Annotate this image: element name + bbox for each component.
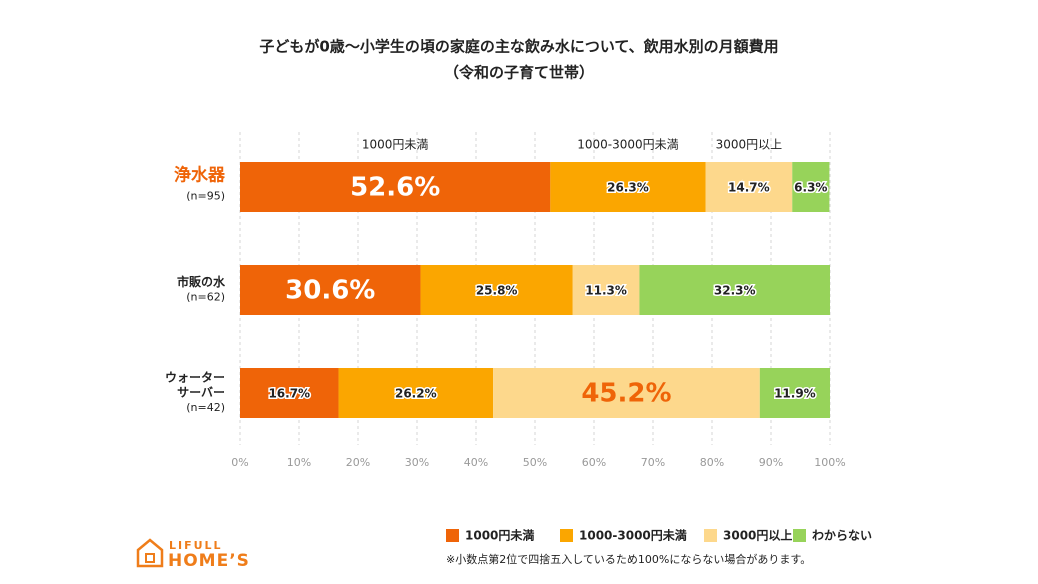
x-tick-label: 0%	[231, 456, 248, 469]
logo-text: LIFULL	[169, 539, 223, 552]
bar-segment	[493, 368, 760, 418]
x-tick-label: 60%	[582, 456, 606, 469]
bar-segment	[240, 265, 421, 315]
bar-segment	[240, 368, 339, 418]
value-label: 45.2%	[581, 379, 671, 409]
bar-segment	[759, 368, 830, 418]
category-label: 浄水器	[174, 165, 226, 186]
bar-segment	[420, 265, 573, 315]
value-label: 25.8%	[476, 284, 518, 298]
logo-icon	[145, 553, 155, 563]
category-label: (n=95)	[186, 190, 225, 203]
value-label: 30.6%	[285, 276, 375, 306]
category-label: (n=62)	[186, 291, 225, 304]
x-tick-label: 30%	[405, 456, 429, 469]
legend-swatch	[560, 529, 573, 542]
legend-swatch	[446, 529, 459, 542]
bar-segment	[572, 265, 640, 315]
bar-segment	[639, 265, 830, 315]
logo: LIFULL HOME’S	[136, 538, 250, 571]
value-label: 26.3%	[607, 181, 649, 195]
value-label: 52.6%	[350, 173, 440, 203]
logo-text: HOME’S	[168, 551, 250, 571]
value-label: 26.2%	[395, 387, 437, 401]
segment-header: 3000円以上	[716, 138, 783, 152]
legend-label: 1000-3000円未満	[579, 528, 687, 543]
value-label: 6.3%	[794, 181, 827, 195]
category-label: (n=42)	[186, 401, 225, 414]
x-tick-label: 40%	[464, 456, 488, 469]
x-tick-label: 50%	[523, 456, 547, 469]
legend-label: わからない	[812, 529, 872, 543]
category-label: 市販の水	[177, 274, 226, 289]
bar-segment	[705, 162, 793, 212]
legend-swatch	[793, 529, 806, 542]
category-label: ウォーター	[165, 371, 225, 385]
logo-icon	[136, 538, 164, 568]
bar-segment	[792, 162, 830, 212]
value-label: 16.7%	[268, 387, 310, 401]
x-tick-label: 100%	[814, 456, 845, 469]
x-tick-label: 90%	[759, 456, 783, 469]
value-label: 14.7%	[728, 181, 770, 195]
chart-title: 子どもが0歳〜小学生の頃の家庭の主な飲み水について、飲用水別の月額費用	[259, 38, 778, 56]
x-tick-label: 10%	[287, 456, 311, 469]
x-tick-label: 80%	[700, 456, 724, 469]
legend-label: 1000円未満	[465, 528, 534, 543]
x-tick-label: 20%	[346, 456, 370, 469]
chart-subtitle: （令和の子育て世帯）	[444, 64, 594, 82]
legend-label: 3000円以上	[723, 528, 792, 543]
segment-header: 1000円未満	[362, 138, 429, 152]
value-label: 11.9%	[774, 387, 816, 401]
bar-segment	[338, 368, 494, 418]
segment-header: 1000-3000円未満	[577, 138, 678, 152]
x-tick-label: 70%	[641, 456, 665, 469]
category-label: サーバー	[177, 386, 225, 400]
bar-segment	[240, 162, 551, 212]
footnote: ※小数点第2位で四捨五入しているため100%にならない場合があります。	[446, 552, 811, 566]
bar-segment	[550, 162, 706, 212]
value-label: 32.3%	[714, 284, 756, 298]
legend-swatch	[704, 529, 717, 542]
value-label: 11.3%	[585, 284, 627, 298]
